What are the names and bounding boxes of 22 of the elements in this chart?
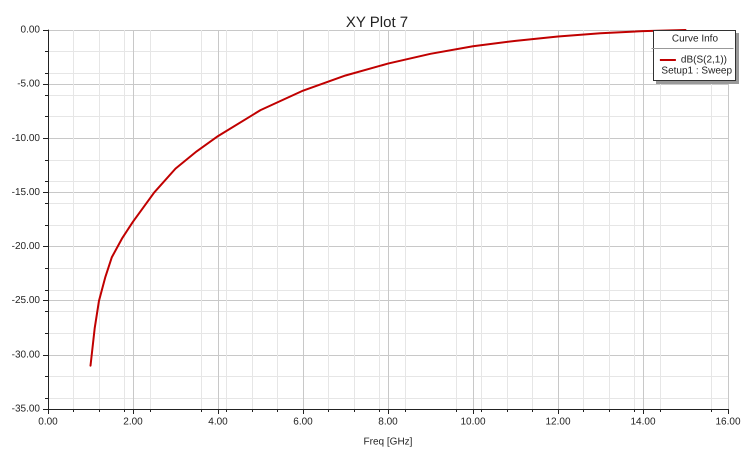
x-tick-label: 10.00 bbox=[460, 416, 486, 428]
x-axis-title: Freq [GHz] bbox=[364, 436, 413, 448]
x-tick-label: 12.00 bbox=[545, 416, 571, 428]
y-tick-label: -30.00 bbox=[12, 349, 40, 360]
y-tick-label: -10.00 bbox=[12, 132, 40, 144]
y-tick-label: 0.00 bbox=[20, 24, 40, 36]
chart-title: XY Plot 7 bbox=[346, 14, 408, 31]
x-tick-label: 8.00 bbox=[378, 416, 398, 428]
y-tick-label: -5.00 bbox=[17, 78, 40, 90]
legend-title: Curve Info bbox=[672, 34, 718, 44]
y-tick-label: -15.00 bbox=[12, 186, 40, 198]
y-tick-label: -35.00 bbox=[12, 404, 40, 414]
y-tick-label: -25.00 bbox=[12, 295, 40, 306]
x-tick-label: 4.00 bbox=[208, 416, 228, 428]
y-tick-label: -20.00 bbox=[12, 241, 40, 252]
x-tick-label: 0.00 bbox=[38, 416, 58, 428]
x-tick-label: 16.00 bbox=[715, 416, 741, 428]
legend-label: dB(S(2,1)) bbox=[680, 54, 727, 66]
annotation: Setup1 : Sweep bbox=[661, 66, 732, 76]
x-tick-label: 6.00 bbox=[293, 416, 314, 428]
x-tick-label: 2.00 bbox=[123, 416, 144, 428]
x-tick-label: 14.00 bbox=[630, 416, 656, 428]
